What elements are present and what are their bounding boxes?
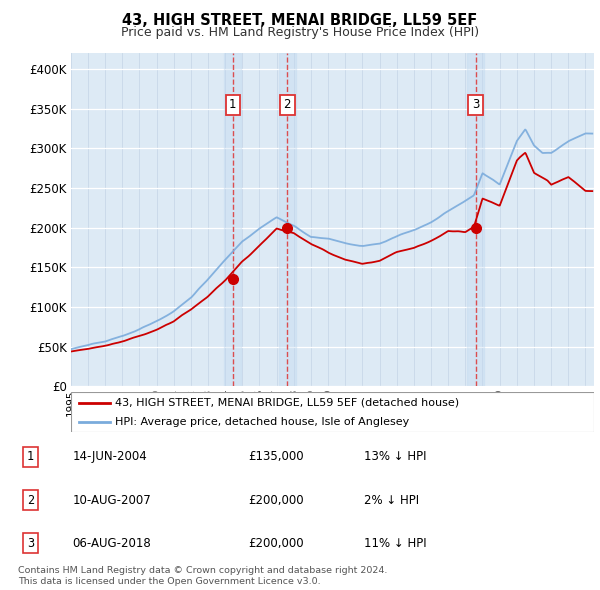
Text: 3: 3 xyxy=(27,537,34,550)
Text: 2: 2 xyxy=(27,493,34,507)
Text: Contains HM Land Registry data © Crown copyright and database right 2024.: Contains HM Land Registry data © Crown c… xyxy=(18,566,388,575)
Text: This data is licensed under the Open Government Licence v3.0.: This data is licensed under the Open Gov… xyxy=(18,577,320,586)
Text: 1: 1 xyxy=(229,98,236,111)
Text: £200,000: £200,000 xyxy=(248,493,304,507)
Text: 06-AUG-2018: 06-AUG-2018 xyxy=(73,537,151,550)
Text: 10-AUG-2007: 10-AUG-2007 xyxy=(73,493,151,507)
Text: 2: 2 xyxy=(284,98,291,111)
Text: £135,000: £135,000 xyxy=(248,450,304,463)
Bar xyxy=(467,53,484,386)
Text: HPI: Average price, detached house, Isle of Anglesey: HPI: Average price, detached house, Isle… xyxy=(115,417,410,427)
Text: 2% ↓ HPI: 2% ↓ HPI xyxy=(364,493,419,507)
Text: £200,000: £200,000 xyxy=(248,537,304,550)
Text: Price paid vs. HM Land Registry's House Price Index (HPI): Price paid vs. HM Land Registry's House … xyxy=(121,26,479,39)
Text: 43, HIGH STREET, MENAI BRIDGE, LL59 5EF (detached house): 43, HIGH STREET, MENAI BRIDGE, LL59 5EF … xyxy=(115,398,460,408)
Text: 1: 1 xyxy=(27,450,34,463)
Text: 14-JUN-2004: 14-JUN-2004 xyxy=(73,450,148,463)
Text: 11% ↓ HPI: 11% ↓ HPI xyxy=(364,537,426,550)
Bar xyxy=(279,53,296,386)
Bar xyxy=(224,53,241,386)
Text: 3: 3 xyxy=(472,98,479,111)
Text: 43, HIGH STREET, MENAI BRIDGE, LL59 5EF: 43, HIGH STREET, MENAI BRIDGE, LL59 5EF xyxy=(122,13,478,28)
Text: 13% ↓ HPI: 13% ↓ HPI xyxy=(364,450,426,463)
